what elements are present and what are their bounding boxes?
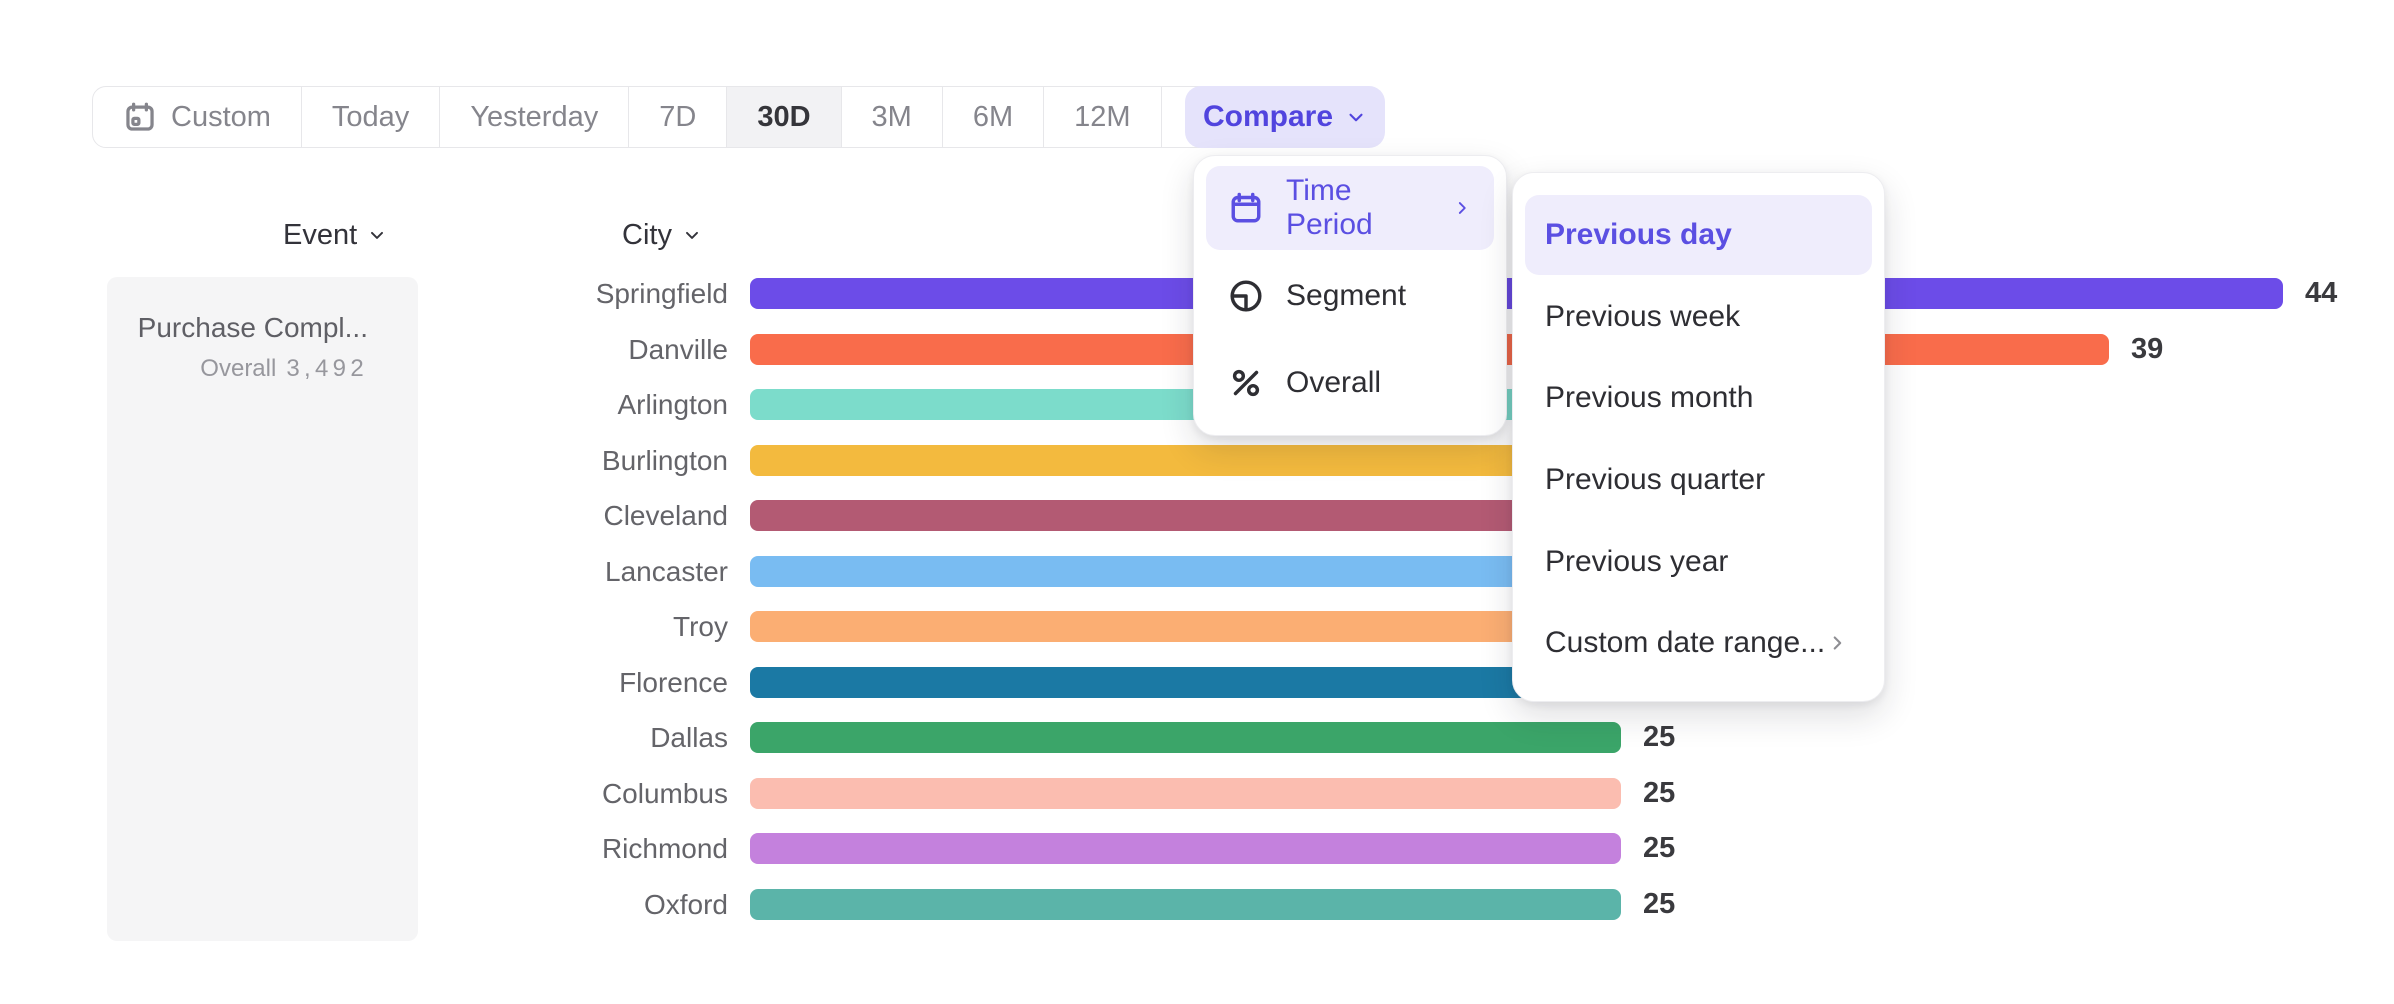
bar-value-label: 39	[2131, 333, 2164, 365]
menu-item-previous-year[interactable]: Previous year	[1545, 544, 1729, 578]
chevron-down-icon	[1349, 113, 1363, 122]
time-period-submenu: Previous day Previous week Previous mont…	[1512, 172, 1885, 702]
event-overall-row: Overall 3,492	[127, 355, 368, 383]
menu-item-segment[interactable]: Segment	[1206, 254, 1494, 338]
compare-dropdown-menu: Time Period Segment Overal	[1193, 155, 1507, 436]
bar-category-label: Arlington	[617, 389, 728, 420]
menu-item-time-period[interactable]: Time Period	[1206, 166, 1494, 250]
bar-category-label: Troy	[673, 611, 728, 642]
range-button-yesterday[interactable]: Yesterday	[440, 87, 630, 147]
range-button-12m[interactable]: 12M	[1044, 87, 1162, 147]
bar-category-label: Springfield	[595, 278, 728, 309]
menu-item-previous-month[interactable]: Previous month	[1545, 381, 1754, 415]
bar-category-label: Columbus	[601, 778, 728, 809]
compare-button[interactable]: Compare	[1185, 86, 1385, 148]
menu-item-overall[interactable]: Overall	[1206, 341, 1494, 425]
menu-item-previous-day[interactable]: Previous day	[1525, 195, 1872, 275]
event-item[interactable]: Purchase Compl...	[137, 312, 368, 343]
bar-category-label: Dallas	[650, 722, 728, 753]
range-button-custom[interactable]: Custom	[93, 87, 302, 147]
menu-item-custom-date-range[interactable]: Custom date range...	[1525, 603, 1872, 683]
bar-oxford[interactable]	[750, 889, 1621, 920]
bar-value-label: 44	[2305, 277, 2338, 309]
bar-value-label: 25	[1643, 721, 1676, 753]
range-button-30d[interactable]: 30D	[727, 87, 842, 147]
menu-item-previous-quarter[interactable]: Previous quarter	[1545, 462, 1766, 496]
overall-value: 3,492	[286, 355, 368, 382]
segment-icon	[1230, 279, 1262, 312]
chevron-right-icon	[1833, 636, 1842, 650]
range-button-label: Custom	[171, 100, 271, 133]
menu-item-previous-week[interactable]: Previous week	[1545, 299, 1741, 333]
bar-category-label: Florence	[619, 667, 728, 698]
chevron-down-icon	[685, 231, 698, 239]
range-button-6m[interactable]: 6M	[943, 87, 1045, 147]
percent-icon	[1232, 370, 1260, 397]
bar-category-label: Lancaster	[605, 556, 728, 587]
range-button-today[interactable]: Today	[302, 87, 441, 147]
bar-value-label: 25	[1643, 888, 1676, 920]
event-column-header[interactable]: Event	[283, 215, 387, 255]
bar-dallas[interactable]	[750, 722, 1621, 753]
date-range-segmented-control: Custom Today Yesterday 7D 30D 3M 6M 12M …	[92, 86, 1319, 148]
bar-value-label: 25	[1643, 777, 1676, 809]
bar-category-label: Burlington	[601, 445, 728, 476]
chevron-down-icon	[371, 231, 384, 239]
event-panel: Purchase Compl... Overall 3,492	[107, 277, 418, 941]
overall-label: Overall	[200, 355, 277, 382]
range-button-7d[interactable]: 7D	[629, 87, 728, 147]
bar-category-label: Oxford	[643, 889, 728, 920]
bar-category-label: Danville	[628, 334, 728, 365]
calendar-icon	[1231, 192, 1261, 223]
chevron-right-icon	[1459, 201, 1466, 214]
bar-columbus[interactable]	[750, 778, 1621, 809]
calendar-icon	[126, 102, 154, 131]
bar-category-label: Richmond	[601, 833, 728, 864]
bar-richmond[interactable]	[750, 833, 1621, 864]
bar-category-label: Cleveland	[603, 500, 728, 531]
range-button-3m[interactable]: 3M	[842, 87, 943, 147]
city-column-header[interactable]: City	[622, 215, 702, 255]
bar-value-label: 25	[1643, 832, 1676, 864]
